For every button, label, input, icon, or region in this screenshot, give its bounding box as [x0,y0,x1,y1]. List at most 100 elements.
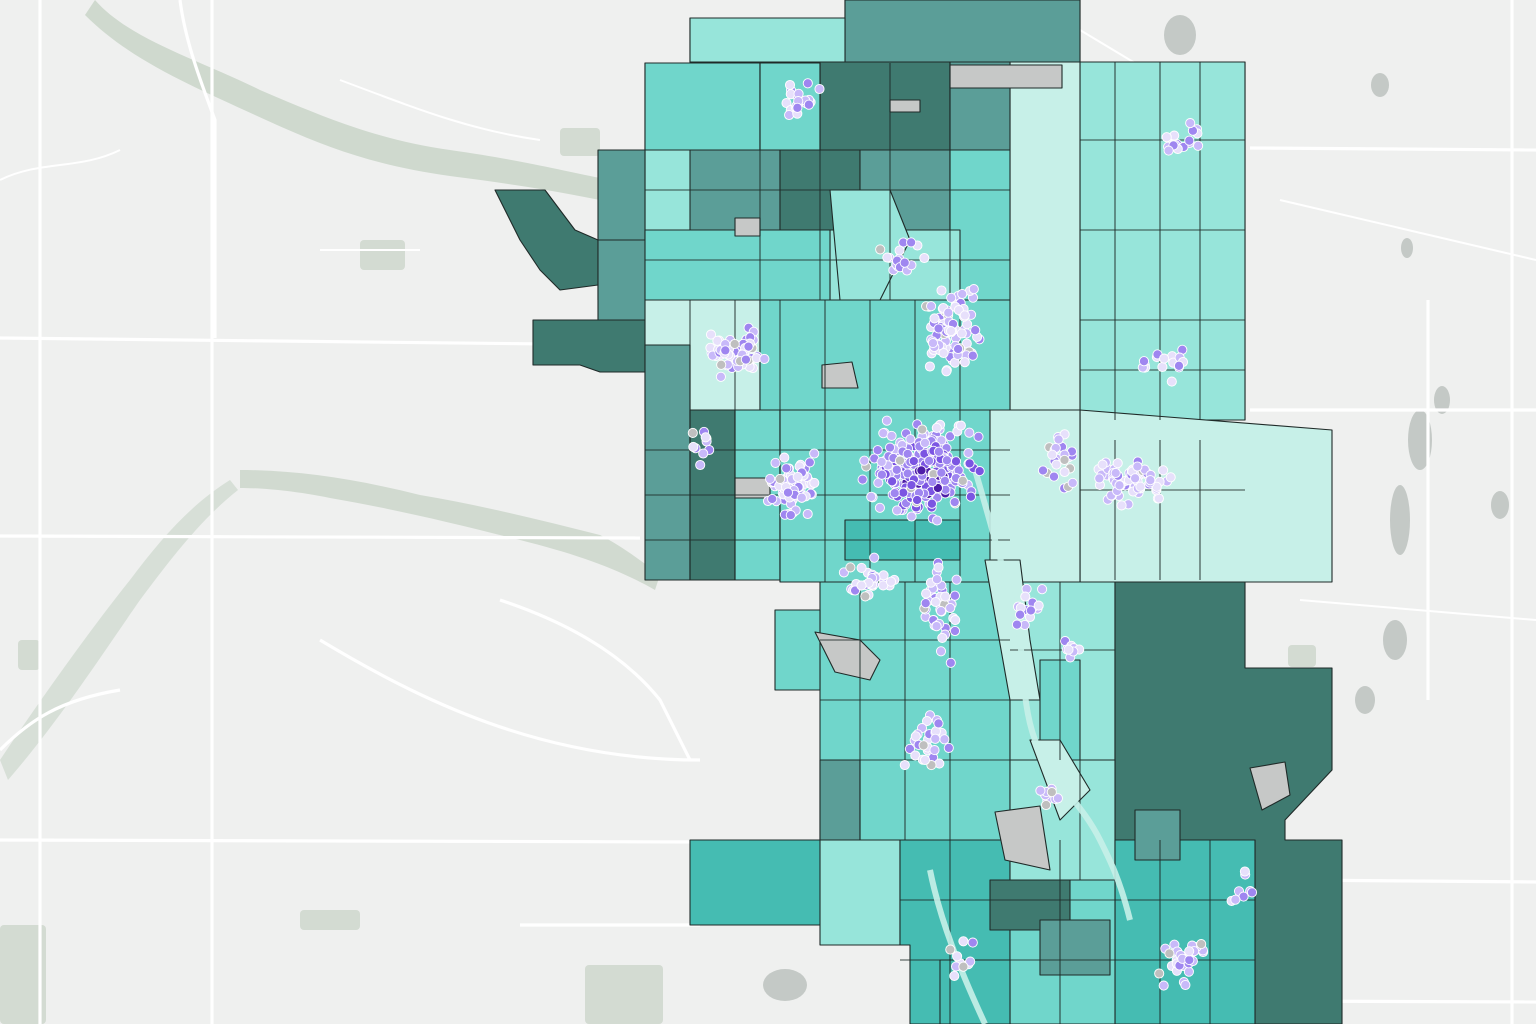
incident-point[interactable] [899,760,910,771]
incident-point[interactable] [1116,500,1127,511]
incident-point[interactable] [1130,473,1141,484]
incident-point[interactable] [1166,376,1177,387]
incident-point[interactable] [920,598,931,609]
incident-point[interactable] [933,562,944,573]
incident-point[interactable] [940,591,951,602]
incident-point[interactable] [921,588,932,599]
incident-point[interactable] [796,492,807,503]
incident-point[interactable] [1020,591,1031,602]
no-data-area[interactable] [949,64,1063,89]
incident-point[interactable] [687,427,698,438]
incident-point[interactable] [856,562,867,573]
incident-point[interactable] [919,437,931,448]
incident-point[interactable] [767,493,778,505]
incident-point[interactable] [904,743,915,754]
incident-point[interactable] [740,354,751,365]
incident-point[interactable] [941,455,952,466]
incident-point[interactable] [705,329,717,340]
incident-point[interactable] [910,731,921,742]
incident-point[interactable] [936,467,947,478]
incident-point[interactable] [924,361,935,372]
incident-point[interactable] [845,562,856,573]
incident-point[interactable] [927,338,939,349]
incident-point[interactable] [936,285,947,296]
incident-point[interactable] [967,937,978,948]
incident-point[interactable] [695,459,706,471]
incident-point[interactable] [1051,459,1062,470]
no-data-area[interactable] [994,805,1051,871]
community-area[interactable] [689,839,831,926]
incident-point[interactable] [716,359,727,370]
incident-point[interactable] [882,252,893,263]
incident-point[interactable] [884,442,896,453]
incident-point[interactable] [937,632,948,643]
incident-point[interactable] [1094,473,1105,484]
incident-point[interactable] [1158,980,1169,991]
incident-point[interactable] [1097,459,1108,470]
incident-point[interactable] [885,576,897,587]
incident-point[interactable] [921,716,933,727]
incident-point[interactable] [792,471,803,482]
incident-point[interactable] [688,441,699,452]
incident-point[interactable] [957,288,968,300]
incident-point[interactable] [715,371,726,382]
incident-point[interactable] [886,430,897,441]
incident-point[interactable] [729,338,740,350]
incident-point[interactable] [802,508,813,520]
incident-point[interactable] [1164,948,1175,959]
incident-point[interactable] [700,432,711,443]
community-area[interactable] [1134,809,1181,861]
incident-point[interactable] [1183,966,1194,977]
incident-point[interactable] [970,325,981,336]
community-area[interactable] [644,229,831,301]
incident-point[interactable] [792,102,803,113]
incident-point[interactable] [906,237,917,248]
incident-point[interactable] [1158,465,1169,476]
incident-point[interactable] [891,464,902,475]
incident-point[interactable] [881,415,892,426]
incident-point[interactable] [856,580,867,591]
incident-point[interactable] [784,109,795,121]
incident-point[interactable] [1046,787,1057,798]
incident-point[interactable] [1159,353,1170,364]
community-area[interactable] [644,344,691,581]
incident-point[interactable] [857,474,868,485]
no-data-area[interactable] [1249,761,1291,811]
incident-point[interactable] [965,491,976,502]
incident-point[interactable] [1180,979,1191,991]
incident-point[interactable] [929,313,940,324]
incident-point[interactable] [698,448,709,459]
incident-point[interactable] [958,961,969,972]
incident-point[interactable] [1041,799,1052,811]
incident-point[interactable] [963,447,974,459]
incident-point[interactable] [1184,946,1195,957]
incident-point[interactable] [932,515,943,526]
incident-point[interactable] [926,301,937,312]
community-area[interactable] [774,609,821,691]
incident-point[interactable] [926,498,937,509]
incident-point[interactable] [1047,449,1058,460]
incident-point[interactable] [949,590,960,601]
incident-point[interactable] [931,621,942,632]
incident-point[interactable] [1161,132,1172,143]
incident-point[interactable] [779,452,790,463]
incident-point[interactable] [933,718,944,729]
incident-point[interactable] [1059,454,1070,465]
incident-point[interactable] [935,646,947,657]
incident-point[interactable] [1063,644,1074,655]
incident-point[interactable] [943,742,954,753]
incident-point[interactable] [931,422,942,433]
incident-point[interactable] [1067,477,1078,488]
incident-point[interactable] [1246,887,1258,898]
incident-point[interactable] [905,434,916,445]
incident-point[interactable] [765,473,776,484]
incident-point[interactable] [770,457,781,468]
incident-point[interactable] [1015,609,1026,620]
incident-point[interactable] [866,491,877,502]
incident-point[interactable] [1112,458,1123,469]
incident-point[interactable] [1173,360,1185,371]
incident-point[interactable] [860,591,871,602]
incident-point[interactable] [872,445,883,456]
incident-point[interactable] [956,328,967,339]
incident-point[interactable] [1035,785,1046,796]
